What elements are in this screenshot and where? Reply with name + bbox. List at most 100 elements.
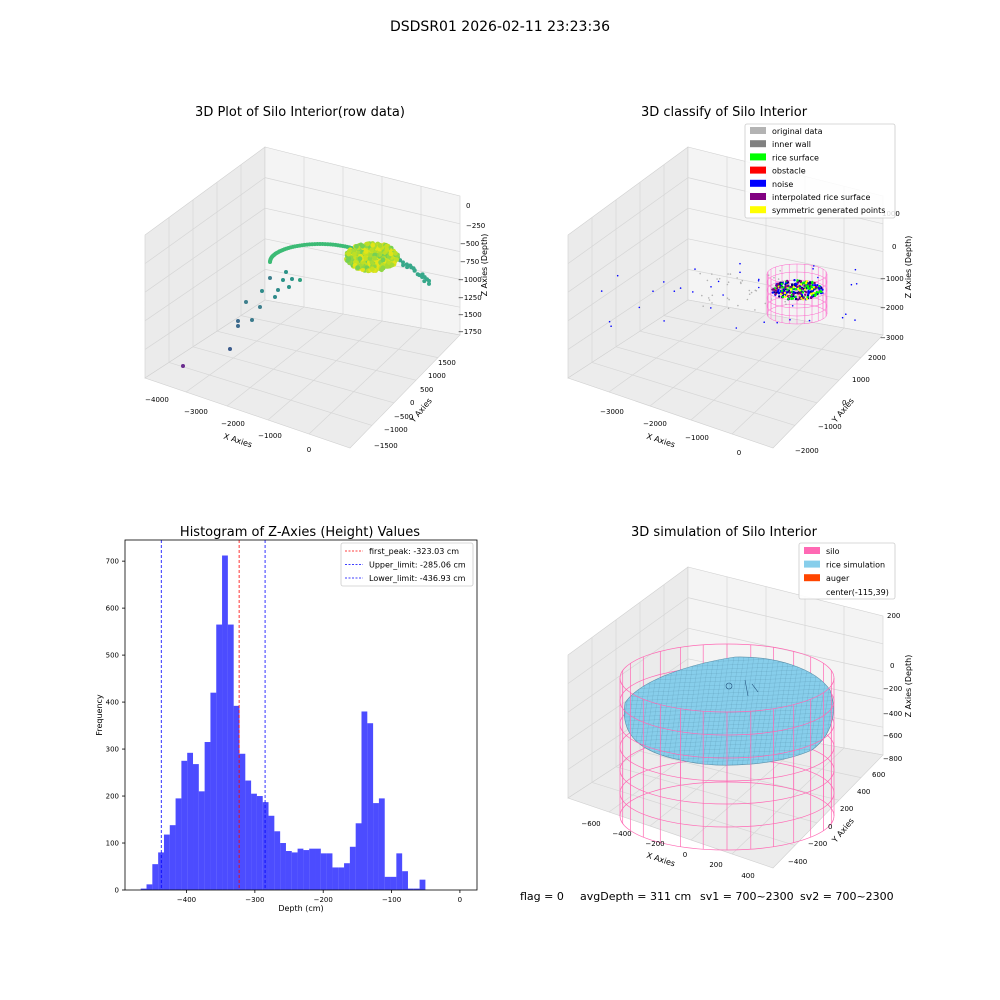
hist-bar <box>344 863 350 890</box>
auger-marker <box>744 679 749 697</box>
data-point <box>357 256 363 262</box>
data-point <box>786 284 789 288</box>
surface-meshline <box>624 715 834 727</box>
legend-label: auger <box>826 574 850 583</box>
data-point <box>813 281 816 285</box>
hist-bar <box>355 823 362 890</box>
data-point <box>346 251 352 257</box>
data-point <box>796 279 799 282</box>
legend-frame <box>744 123 896 219</box>
data-point <box>786 279 789 283</box>
data-point <box>786 288 789 291</box>
noise-point <box>845 313 847 316</box>
raw-3d-ytick: 1500 <box>438 359 456 367</box>
classify-3d-ztick: −2000 <box>880 304 904 312</box>
gridline <box>663 315 862 358</box>
noise-point <box>600 290 603 292</box>
classify-3d-xtick: −3000 <box>600 408 624 416</box>
silo-ring <box>619 677 835 713</box>
legend-label: Lower_limit: -436.93 cm <box>369 574 466 583</box>
gridline <box>687 238 884 280</box>
original-point <box>754 309 756 311</box>
classify-3d-silo-mesh <box>766 263 828 325</box>
noise-point <box>799 285 802 288</box>
hist-bar <box>175 798 182 890</box>
sim-3d-ytick: 400 <box>857 788 870 796</box>
original-point <box>728 298 730 301</box>
raw-3d-ztick: −1000 <box>458 276 482 284</box>
hist-xlabel: Depth (cm) <box>278 904 323 913</box>
data-point <box>290 277 294 281</box>
data-point <box>802 281 805 284</box>
data-point <box>405 265 410 270</box>
noise-point <box>785 282 788 284</box>
sim-3d-title: 3D simulation of Silo Interior <box>631 525 818 540</box>
data-point <box>797 292 800 295</box>
raw-3d-ytick: 1000 <box>428 372 446 380</box>
data-point <box>794 297 798 301</box>
original-point <box>740 282 742 285</box>
hist-bar <box>152 864 159 890</box>
raw-3d-ytick: −1000 <box>384 426 408 434</box>
noise-point <box>855 283 858 285</box>
surface-meshline <box>749 656 771 766</box>
raw-3d-ztick: −750 <box>460 258 479 266</box>
surface-meshline <box>624 699 834 711</box>
classify-3d-floor-pane <box>567 299 884 449</box>
data-point <box>228 347 232 351</box>
legend-label: rice surface <box>772 153 819 162</box>
raw-3d-xtick: 0 <box>307 446 311 454</box>
data-point <box>281 278 285 282</box>
gridline <box>264 207 461 252</box>
data-point <box>794 288 797 291</box>
data-point <box>798 289 801 292</box>
sim-3d-silo-mesh-front <box>619 677 835 851</box>
classify-3d-ytick: −1000 <box>818 423 842 431</box>
status-sv1: sv1 = 700~2300 <box>700 890 794 903</box>
hist-bar <box>384 876 391 890</box>
surface-meshline <box>714 656 736 766</box>
hist-bar <box>361 711 368 890</box>
original-point <box>773 276 775 279</box>
panel-classify-3d: 3D classify of Silo Interior −3000 −2000… <box>567 105 913 457</box>
data-point <box>810 296 813 299</box>
data-point <box>380 257 386 263</box>
data-point <box>805 280 809 283</box>
raw-3d-ztick: −1500 <box>458 311 482 319</box>
auger-marker <box>725 682 733 690</box>
data-point <box>778 295 781 298</box>
data-point <box>807 290 810 293</box>
noise-point <box>758 278 760 281</box>
data-point <box>236 319 240 323</box>
data-point <box>775 284 778 287</box>
panel-histogram: Histogram of Z-Axies (Height) Values −40… <box>95 525 478 913</box>
original-point <box>726 297 729 300</box>
hist-bar <box>233 705 240 890</box>
hist-bar <box>256 796 263 890</box>
data-point <box>389 262 395 268</box>
data-point <box>810 288 814 291</box>
noise-point <box>854 319 856 321</box>
original-point <box>711 294 714 297</box>
auger-marker <box>751 683 759 693</box>
gridline <box>639 750 840 801</box>
legend-swatch <box>750 127 766 134</box>
data-point <box>287 285 291 289</box>
hist-bar <box>193 764 199 890</box>
surface-meshline <box>679 656 701 766</box>
figure-suptitle: DSDSR01 2026-02-11 23:23:36 <box>390 19 610 35</box>
classify-3d-ytick: 2000 <box>868 354 886 362</box>
gridline <box>144 269 266 350</box>
hist-ytick-label: 300 <box>106 746 119 754</box>
gridline <box>615 346 818 404</box>
data-point <box>774 289 777 292</box>
data-point <box>273 295 277 299</box>
hist-bar <box>169 825 176 890</box>
surface-meshline <box>624 691 834 703</box>
data-point <box>812 291 815 295</box>
original-point <box>779 270 781 272</box>
data-point <box>794 295 797 299</box>
data-point <box>782 286 785 289</box>
sim-3d-xlabel: X Axies <box>645 851 676 869</box>
raw-3d-ztick: −500 <box>460 240 479 248</box>
